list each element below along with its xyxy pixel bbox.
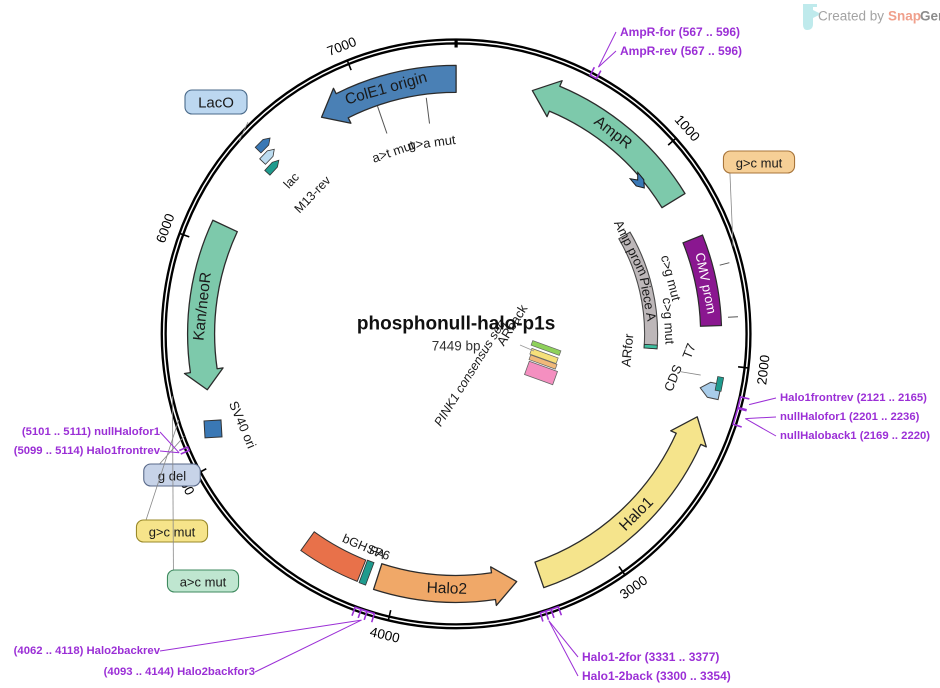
svg-text:ARfor: ARfor [618, 332, 636, 367]
svg-text:Piece A: Piece A [637, 276, 660, 322]
svg-text:CDS: CDS [661, 362, 685, 393]
svg-text:Snap: Snap [888, 9, 921, 24]
svg-text:nullHaloback1 (2169 .. 2220): nullHaloback1 (2169 .. 2220) [780, 430, 930, 442]
svg-text:6000: 6000 [153, 212, 177, 245]
svg-text:g>c mut: g>c mut [736, 156, 783, 171]
svg-text:4000: 4000 [369, 624, 402, 646]
svg-text:g>c mut: g>c mut [149, 525, 196, 540]
svg-text:Halo1-2for (3331 .. 3377): Halo1-2for (3331 .. 3377) [582, 650, 719, 664]
svg-text:(5101 .. 5111) nullHalofor1: (5101 .. 5111) nullHalofor1 [22, 426, 160, 438]
svg-text:Halo2: Halo2 [426, 580, 467, 598]
svg-text:SV40 ori: SV40 ori [226, 399, 259, 451]
svg-text:Created by: Created by [818, 9, 884, 24]
svg-text:Amp prom: Amp prom [611, 218, 651, 278]
svg-text:(5099 .. 5114) Halo1frontrev: (5099 .. 5114) Halo1frontrev [14, 445, 161, 457]
svg-text:a>c mut: a>c mut [180, 575, 227, 590]
svg-text:7449 bp: 7449 bp [432, 338, 481, 353]
svg-text:Halo1frontrev (2121 .. 2165): Halo1frontrev (2121 .. 2165) [780, 392, 927, 404]
svg-text:c>g mut: c>g mut [660, 297, 678, 345]
svg-text:lac: lac [281, 170, 302, 191]
svg-text:AmpR-rev (567 .. 596): AmpR-rev (567 .. 596) [620, 44, 742, 58]
svg-text:7000: 7000 [325, 34, 358, 59]
svg-text:nullHalofor1 (2201 .. 2236): nullHalofor1 (2201 .. 2236) [780, 411, 920, 423]
svg-text:(4093 .. 4144) Halo2backfor3: (4093 .. 4144) Halo2backfor3 [104, 666, 255, 678]
svg-text:phosphonull-halo-p1s: phosphonull-halo-p1s [357, 313, 555, 334]
svg-text:Gene: Gene [920, 9, 940, 24]
svg-text:(4062 .. 4118) Halo2backrev: (4062 .. 4118) Halo2backrev [14, 645, 161, 657]
svg-text:g>a mut: g>a mut [407, 132, 456, 153]
svg-text:AmpR-for (567 .. 596): AmpR-for (567 .. 596) [620, 25, 740, 39]
svg-text:LacO: LacO [198, 95, 234, 112]
svg-text:Halo1-2back (3300 .. 3354): Halo1-2back (3300 .. 3354) [582, 669, 731, 683]
svg-text:SP6: SP6 [365, 542, 392, 563]
svg-text:2000: 2000 [754, 354, 772, 386]
svg-text:T7: T7 [679, 341, 699, 361]
svg-text:c>g mut: c>g mut [658, 253, 684, 302]
